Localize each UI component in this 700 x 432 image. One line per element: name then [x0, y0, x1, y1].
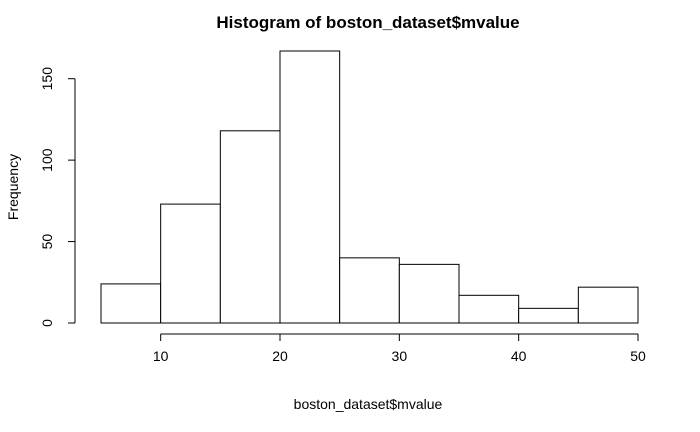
- chart-title: Histogram of boston_dataset$mvalue: [216, 13, 519, 32]
- histogram-bar: [279, 50, 341, 324]
- histogram-bar: [160, 203, 221, 324]
- x-axis: 10 20 30 40 50: [153, 333, 646, 364]
- y-tick-label: 150: [39, 67, 55, 91]
- x-tick-label: 30: [392, 348, 408, 364]
- histogram-bar: [398, 263, 460, 324]
- x-axis-label: boston_dataset$mvalue: [294, 396, 443, 412]
- y-axis: 0 50 100 150: [39, 67, 76, 327]
- histogram-bar: [339, 257, 400, 324]
- x-tick-label: 40: [511, 348, 527, 364]
- y-axis-label: Frequency: [5, 154, 21, 220]
- y-tick-label: 100: [39, 148, 55, 172]
- histogram-bar: [100, 283, 162, 324]
- histogram-bar: [219, 130, 281, 324]
- x-tick-label: 20: [272, 348, 288, 364]
- x-tick-label: 10: [153, 348, 169, 364]
- histogram-bar: [518, 307, 579, 324]
- histogram-bar: [577, 286, 639, 324]
- x-tick-label: 50: [630, 348, 646, 364]
- bars-group: [100, 50, 639, 324]
- y-tick-label: 0: [39, 319, 55, 327]
- y-tick-label: 50: [39, 234, 55, 250]
- histogram-bar: [458, 294, 520, 324]
